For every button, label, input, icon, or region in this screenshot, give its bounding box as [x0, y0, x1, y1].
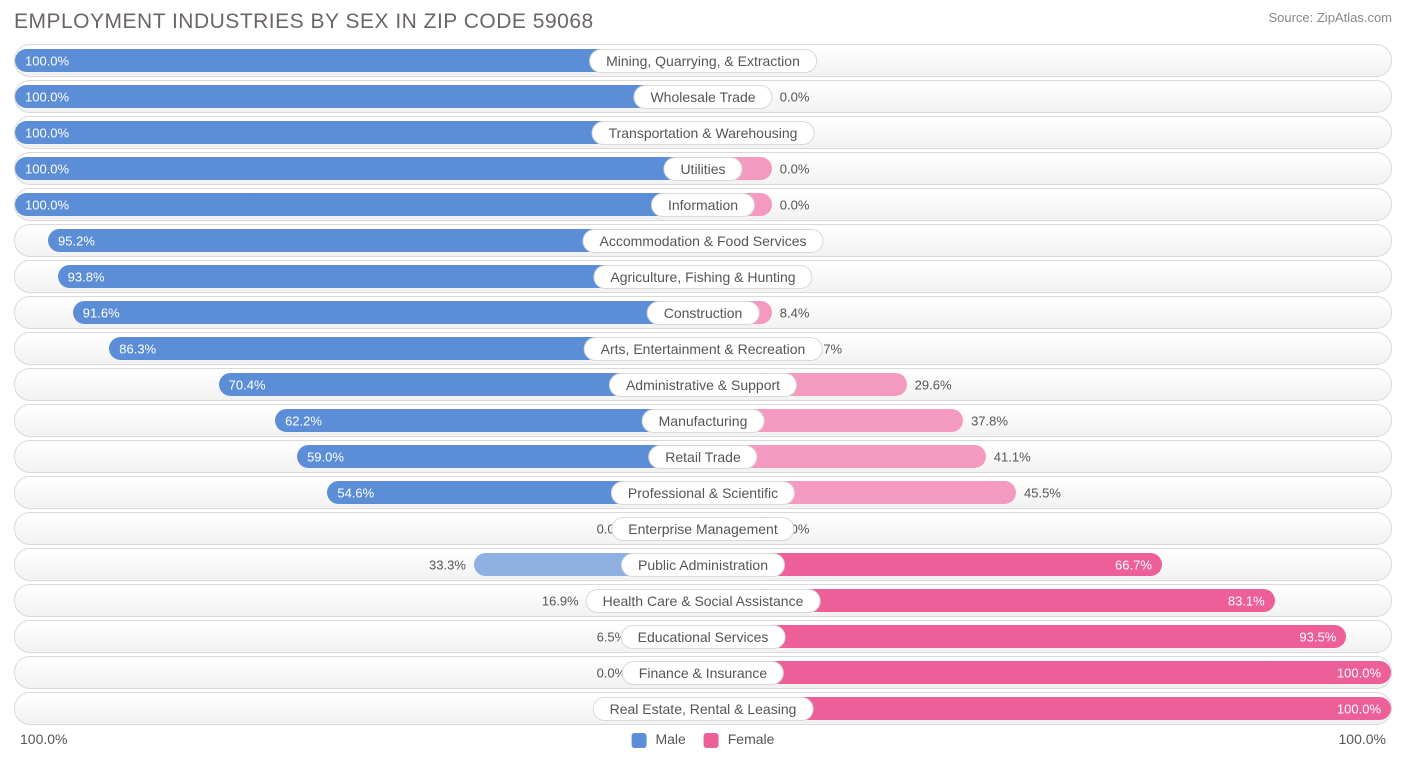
- category-label: Mining, Quarrying, & Extraction: [589, 49, 817, 73]
- category-label: Administrative & Support: [609, 373, 797, 397]
- category-label: Accommodation & Food Services: [583, 229, 824, 253]
- axis-left-label: 100.0%: [20, 731, 67, 747]
- chart-row: 62.2% 37.8% Manufacturing: [14, 404, 1392, 437]
- chart-row: 33.3% 66.7% Public Administration: [14, 548, 1392, 581]
- category-label: Agriculture, Fishing & Hunting: [593, 265, 812, 289]
- legend-female: Female: [704, 731, 775, 748]
- female-value-label: 29.6%: [907, 377, 952, 392]
- chart-footer: 100.0% Male Female 100.0%: [14, 731, 1392, 753]
- category-label: Professional & Scientific: [611, 481, 795, 505]
- female-value-label: 100.0%: [1337, 701, 1391, 716]
- category-label: Manufacturing: [642, 409, 765, 433]
- female-value-label: 83.1%: [1228, 593, 1275, 608]
- male-value-label: 33.3%: [429, 557, 474, 572]
- male-swatch-icon: [632, 733, 647, 748]
- female-bar: [703, 625, 1346, 648]
- male-value-label: 70.4%: [219, 377, 266, 392]
- category-label: Finance & Insurance: [622, 661, 784, 685]
- female-value-label: 8.4%: [772, 305, 810, 320]
- chart-row: 0.0%0.0%Enterprise Management: [14, 512, 1392, 545]
- legend: Male Female: [632, 731, 775, 748]
- male-bar: [15, 157, 703, 180]
- chart-rows: 100.0% 0.0% Mining, Quarrying, & Extractio…: [14, 44, 1392, 725]
- female-bar: [703, 661, 1391, 684]
- male-bar: [297, 445, 703, 468]
- female-value-label: 41.1%: [986, 449, 1031, 464]
- chart-row: 100.0%0.0%Mining, Quarrying, & Extractio…: [14, 44, 1392, 77]
- category-label: Educational Services: [621, 625, 786, 649]
- female-value-label: 0.0%: [772, 161, 810, 176]
- chart-row: 93.8%6.3%Agriculture, Fishing & Hunting: [14, 260, 1392, 293]
- category-label: Utilities: [663, 157, 742, 181]
- male-value-label: 62.2%: [275, 413, 322, 428]
- chart-row: 86.3%13.7%Arts, Entertainment & Recreati…: [14, 332, 1392, 365]
- female-value-label: 37.8%: [963, 413, 1008, 428]
- male-value-label: 100.0%: [15, 161, 69, 176]
- male-value-label: 59.0%: [297, 449, 344, 464]
- chart-row: 0.0%100.0%Finance & Insurance: [14, 656, 1392, 689]
- category-label: Construction: [647, 301, 760, 325]
- legend-male-label: Male: [655, 731, 685, 747]
- female-swatch-icon: [704, 733, 719, 748]
- male-value-label: 100.0%: [15, 89, 69, 104]
- category-label: Retail Trade: [648, 445, 757, 469]
- category-label: Enterprise Management: [611, 517, 794, 541]
- chart-row: 16.9% 83.1% Health Care & Social Assistanc…: [14, 584, 1392, 617]
- female-value-label: 100.0%: [1337, 665, 1391, 680]
- male-value-label: 100.0%: [15, 125, 69, 140]
- axis-right-label: 100.0%: [1339, 731, 1386, 747]
- female-value-label: 66.7%: [1115, 557, 1162, 572]
- chart-row: 6.5%93.5%Educational Services: [14, 620, 1392, 653]
- male-bar: [15, 85, 703, 108]
- male-value-label: 100.0%: [15, 197, 69, 212]
- category-label: Arts, Entertainment & Recreation: [584, 337, 823, 361]
- chart-row: 70.4% 29.6% Administrative & Support: [14, 368, 1392, 401]
- category-label: Real Estate, Rental & Leasing: [593, 697, 814, 721]
- category-label: Health Care & Social Assistance: [586, 589, 821, 613]
- male-value-label: 100.0%: [15, 53, 69, 68]
- legend-female-label: Female: [728, 731, 775, 747]
- female-value-label: 93.5%: [1299, 629, 1346, 644]
- chart-row: 54.6% 45.5% Professional & Scientific: [14, 476, 1392, 509]
- male-value-label: 54.6%: [327, 485, 374, 500]
- male-value-label: 16.9%: [542, 593, 587, 608]
- chart-row: 95.2%4.8%Accommodation & Food Services: [14, 224, 1392, 257]
- legend-male: Male: [632, 731, 686, 748]
- category-label: Transportation & Warehousing: [592, 121, 815, 145]
- category-label: Wholesale Trade: [633, 85, 772, 109]
- male-value-label: 86.3%: [109, 341, 156, 356]
- male-value-label: 95.2%: [48, 233, 95, 248]
- female-value-label: 45.5%: [1016, 485, 1061, 500]
- chart-row: 100.0% 0.0% Information: [14, 188, 1392, 221]
- chart-row: 0.0%100.0%Real Estate, Rental & Leasing: [14, 692, 1392, 725]
- male-bar: [275, 409, 703, 432]
- male-bar: [73, 301, 703, 324]
- chart-row: 59.0% 41.1% Retail Trade: [14, 440, 1392, 473]
- chart-title: EMPLOYMENT INDUSTRIES BY SEX IN ZIP CODE…: [14, 10, 594, 34]
- category-label: Public Administration: [621, 553, 785, 577]
- male-value-label: 93.8%: [58, 269, 105, 284]
- female-value-label: 0.0%: [772, 89, 810, 104]
- female-value-label: 0.0%: [772, 197, 810, 212]
- source-label: Source: ZipAtlas.com: [1268, 10, 1392, 25]
- chart-row: 100.0% 0.0% Utilities: [14, 152, 1392, 185]
- chart-row: 100.0% 0.0%Wholesale Trade: [14, 80, 1392, 113]
- male-bar: [15, 193, 703, 216]
- chart-row: 100.0%0.0%Transportation & Warehousing: [14, 116, 1392, 149]
- category-label: Information: [651, 193, 755, 217]
- chart-row: 91.6% 8.4% Construction: [14, 296, 1392, 329]
- male-value-label: 91.6%: [73, 305, 120, 320]
